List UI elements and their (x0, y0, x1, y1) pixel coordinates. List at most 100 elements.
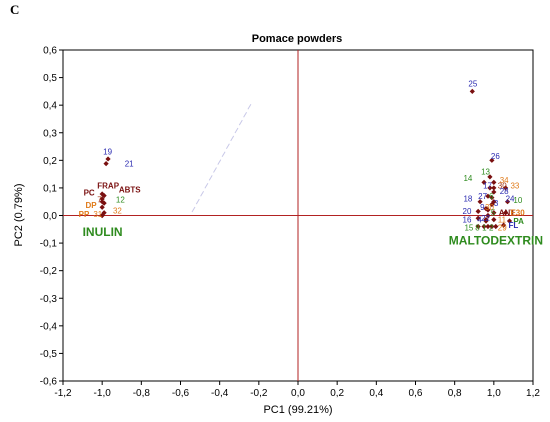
point-label: 27 (478, 192, 487, 201)
point-label: 29 (498, 224, 507, 233)
x-tick-label: 0,8 (448, 388, 462, 399)
group-labels: INULIN MALTODEXTRIN (83, 225, 543, 247)
data-point (487, 174, 493, 180)
point-label: 7 (97, 195, 102, 204)
artifact-dash (243, 111, 248, 118)
data-point (483, 218, 489, 224)
data-point (475, 223, 481, 230)
x-axis-title: PC1 (99.21%) (263, 404, 332, 416)
point-label: 22 (481, 214, 490, 223)
point-label: 32 (113, 206, 122, 215)
y-tick-label: 0,6 (43, 46, 57, 57)
panel-letter: C (10, 2, 20, 17)
data-point (501, 222, 507, 228)
data-point (103, 161, 109, 167)
y-axis-ticks: 0,6 0,5 0,4 0,3 0,2 0,1 0,0 -0,1 -0,2 -0,3 -0,4 -0,… (40, 46, 63, 388)
point-label: PC (84, 188, 95, 197)
point-label: 25 (468, 79, 477, 88)
artifact-dash (234, 127, 239, 134)
artifact-dash (230, 135, 235, 142)
point-label: 33 (510, 181, 519, 190)
x-axis-ticks: -1,2 -1,0 -0,8 -0,6 -0,4 -0,2 0,0 0,2 0,4 0,6 0,8 1… (54, 381, 540, 399)
artifact-dash (221, 151, 226, 157)
point-label: 18 (463, 195, 472, 204)
point-label: 14 (463, 174, 472, 183)
data-point (487, 185, 493, 191)
point-label: 10 (513, 196, 522, 205)
y-tick-label: -0,1 (40, 239, 58, 250)
point-label: 5 (491, 209, 496, 218)
point-label: DP (86, 201, 98, 210)
point-label: 16 (463, 215, 472, 224)
data-point (485, 207, 491, 213)
artifact-dash (208, 175, 213, 181)
data-point (475, 215, 481, 221)
y-tick-label: -0,5 (40, 349, 58, 360)
x-tick-label: -0,8 (133, 388, 151, 399)
data-point (99, 212, 105, 219)
data-point (491, 189, 497, 195)
data-point (99, 204, 105, 210)
x-tick-label: 1,0 (487, 388, 501, 399)
point-label: 31 (93, 210, 102, 219)
y-tick-label: -0,3 (40, 294, 58, 305)
y-tick-label: 0,3 (43, 128, 57, 139)
point-label: FRAP (97, 181, 119, 190)
artifact-dash (225, 143, 230, 150)
y-tick-label: 0,5 (43, 73, 57, 84)
x-tick-label: 1,2 (526, 388, 540, 399)
x-tick-label: -1,0 (94, 388, 112, 399)
point-label: 11 (498, 215, 507, 224)
data-point (485, 193, 491, 199)
point-label: 21 (125, 159, 134, 168)
x-tick-label: -0,2 (250, 388, 268, 399)
data-point (502, 185, 509, 191)
data-point (506, 218, 513, 224)
data-point (491, 179, 497, 185)
y-tick-label: 0,2 (43, 156, 57, 167)
x-tick-label: 0,4 (369, 388, 383, 399)
data-points (99, 88, 513, 230)
data-point (475, 208, 481, 214)
y-tick-label: -0,6 (40, 377, 58, 388)
x-tick-label: 0,6 (409, 388, 423, 399)
point-label: 13 (481, 168, 490, 177)
data-point (469, 88, 475, 94)
point-label: 20 (463, 207, 472, 216)
point-label: 6 (489, 192, 494, 201)
point-label: 2 (489, 224, 494, 233)
point-label: PA (513, 217, 524, 226)
group-label: MALTODEXTRIN (449, 233, 543, 247)
artifact-dash (247, 104, 252, 110)
artifact-dash (238, 119, 243, 126)
data-point (485, 223, 491, 230)
point-label: 34 (500, 176, 509, 185)
data-point (105, 156, 111, 162)
point-label: 8 (475, 224, 480, 233)
data-point (489, 223, 495, 230)
artifact-dash (217, 159, 222, 165)
y-tick-label: -0,4 (40, 321, 58, 332)
point-label: 19 (103, 147, 112, 156)
data-point (489, 194, 495, 201)
data-point (493, 223, 499, 230)
point-label: 15 (464, 224, 473, 233)
point-label: 17 (483, 181, 492, 190)
point-label: 12 (116, 195, 125, 204)
y-tick-label: 0,4 (43, 101, 57, 112)
point-label: ANT (499, 209, 516, 218)
point-label: 4 (477, 215, 482, 224)
y-tick-label: 0,0 (43, 211, 57, 222)
data-point (491, 185, 497, 191)
point-label: 9 (480, 203, 485, 212)
y-axis-title: PC2 (0.79%) (13, 184, 25, 247)
data-point (477, 199, 483, 205)
dashed-artifact-trail (191, 104, 252, 213)
x-tick-label: 0,2 (330, 388, 344, 399)
data-point (101, 193, 107, 199)
chart-title: Pomace powders (252, 33, 342, 45)
artifact-dash (195, 198, 200, 205)
data-point (481, 179, 487, 185)
y-tick-label: -0,2 (40, 266, 58, 277)
